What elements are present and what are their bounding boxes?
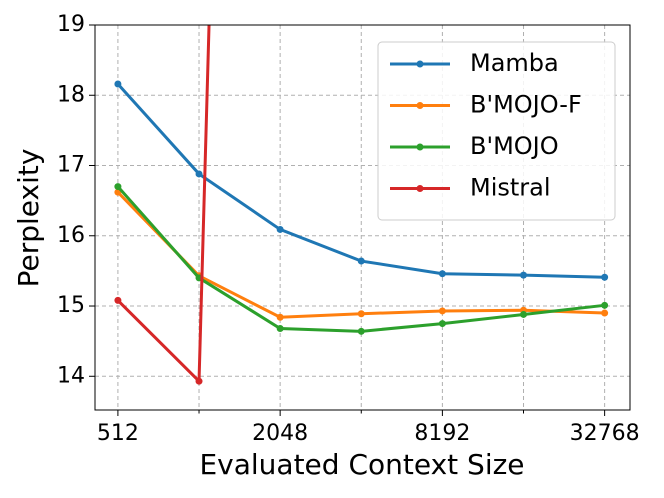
data-point [601, 309, 609, 317]
legend-marker [416, 102, 424, 109]
legend-marker [416, 60, 424, 68]
x-tick-label: 32768 [570, 421, 640, 446]
data-point [276, 313, 284, 321]
x-tick-label: 8192 [414, 421, 470, 446]
lines [114, 25, 609, 385]
legend-marker [416, 143, 424, 151]
legend-label: Mistral [470, 174, 551, 202]
data-point [601, 273, 609, 281]
x-tick-label: 512 [97, 421, 139, 446]
data-point [195, 170, 203, 178]
y-tick-label: 14 [57, 363, 85, 388]
data-point [438, 270, 446, 278]
data-point [357, 327, 365, 335]
data-point [114, 80, 122, 88]
x-tick-label: 2048 [252, 421, 308, 446]
legend-label: Mamba [470, 49, 559, 77]
y-tick-label: 19 [57, 12, 85, 37]
y-tick-label: 15 [57, 293, 85, 318]
series-line [116, 25, 211, 385]
data-point [195, 377, 203, 385]
data-point [114, 183, 122, 191]
data-point [601, 301, 609, 309]
legend-marker [416, 185, 424, 192]
plot-frame [94, 24, 631, 411]
data-point [276, 325, 284, 333]
x-axis-label: Evaluated Context Size [199, 448, 524, 481]
y-axis-label: Perplexity [12, 149, 45, 288]
legend-label: B'MOJO [470, 132, 559, 160]
data-point [276, 225, 284, 233]
data-point [520, 271, 528, 279]
y-tick-label: 18 [57, 82, 85, 107]
legend: Mamba B'MOJO-F B'MOJO Mistral [377, 41, 616, 221]
data-point [114, 296, 122, 304]
data-point [438, 320, 446, 328]
data-point [438, 307, 446, 315]
legend-label: B'MOJO-F [470, 91, 582, 119]
y-tick-label: 16 [57, 223, 85, 248]
data-point [357, 310, 365, 318]
data-point [357, 257, 365, 265]
legend-box [377, 41, 616, 221]
y-tick-label: 17 [57, 153, 85, 178]
data-point [520, 310, 528, 318]
